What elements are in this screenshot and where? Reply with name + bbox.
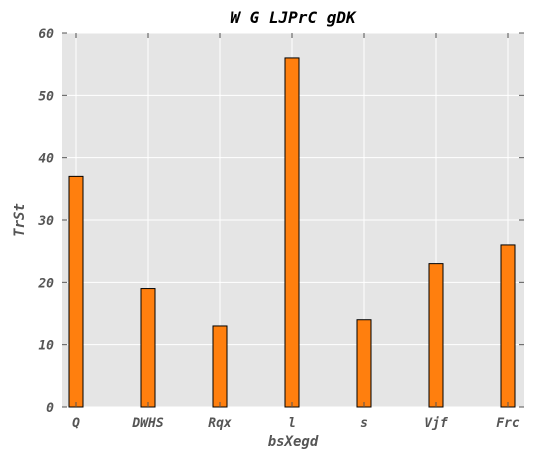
- bar-Rqx: [212, 325, 228, 408]
- bar-Q: [68, 175, 84, 408]
- bar-l: [284, 57, 300, 408]
- y-tick-label: 40: [38, 152, 54, 167]
- y-tick-label: 20: [37, 276, 54, 291]
- ticks-layer: 0 10 20 30 40 50 60 Q DWHS Rqx l s Vjf Frc: [37, 27, 524, 431]
- x-tick-label: Frc: [496, 416, 520, 431]
- bar-Vjf: [428, 263, 444, 408]
- y-axis-label: TrSt: [12, 203, 28, 237]
- bar-s: [356, 319, 372, 408]
- y-tick-label: 0: [46, 401, 54, 416]
- y-tick-label: 10: [38, 339, 54, 354]
- x-tick-label: Q: [72, 416, 80, 431]
- bar-DWHS: [140, 288, 156, 408]
- x-tick-label: s: [360, 416, 368, 431]
- bar-Frc: [500, 244, 516, 408]
- x-tick-label: Rqx: [208, 416, 232, 431]
- y-tick-label: 60: [38, 27, 54, 42]
- x-tick-label: l: [288, 416, 296, 431]
- x-axis-label: bsXegd: [268, 434, 319, 450]
- chart-title: W G LJPrC gDK: [230, 8, 357, 27]
- y-tick-label: 50: [38, 89, 54, 104]
- y-tick-label: 30: [37, 214, 54, 229]
- x-tick-label: Vjf: [424, 416, 449, 431]
- x-tick-label: DWHS: [131, 416, 163, 431]
